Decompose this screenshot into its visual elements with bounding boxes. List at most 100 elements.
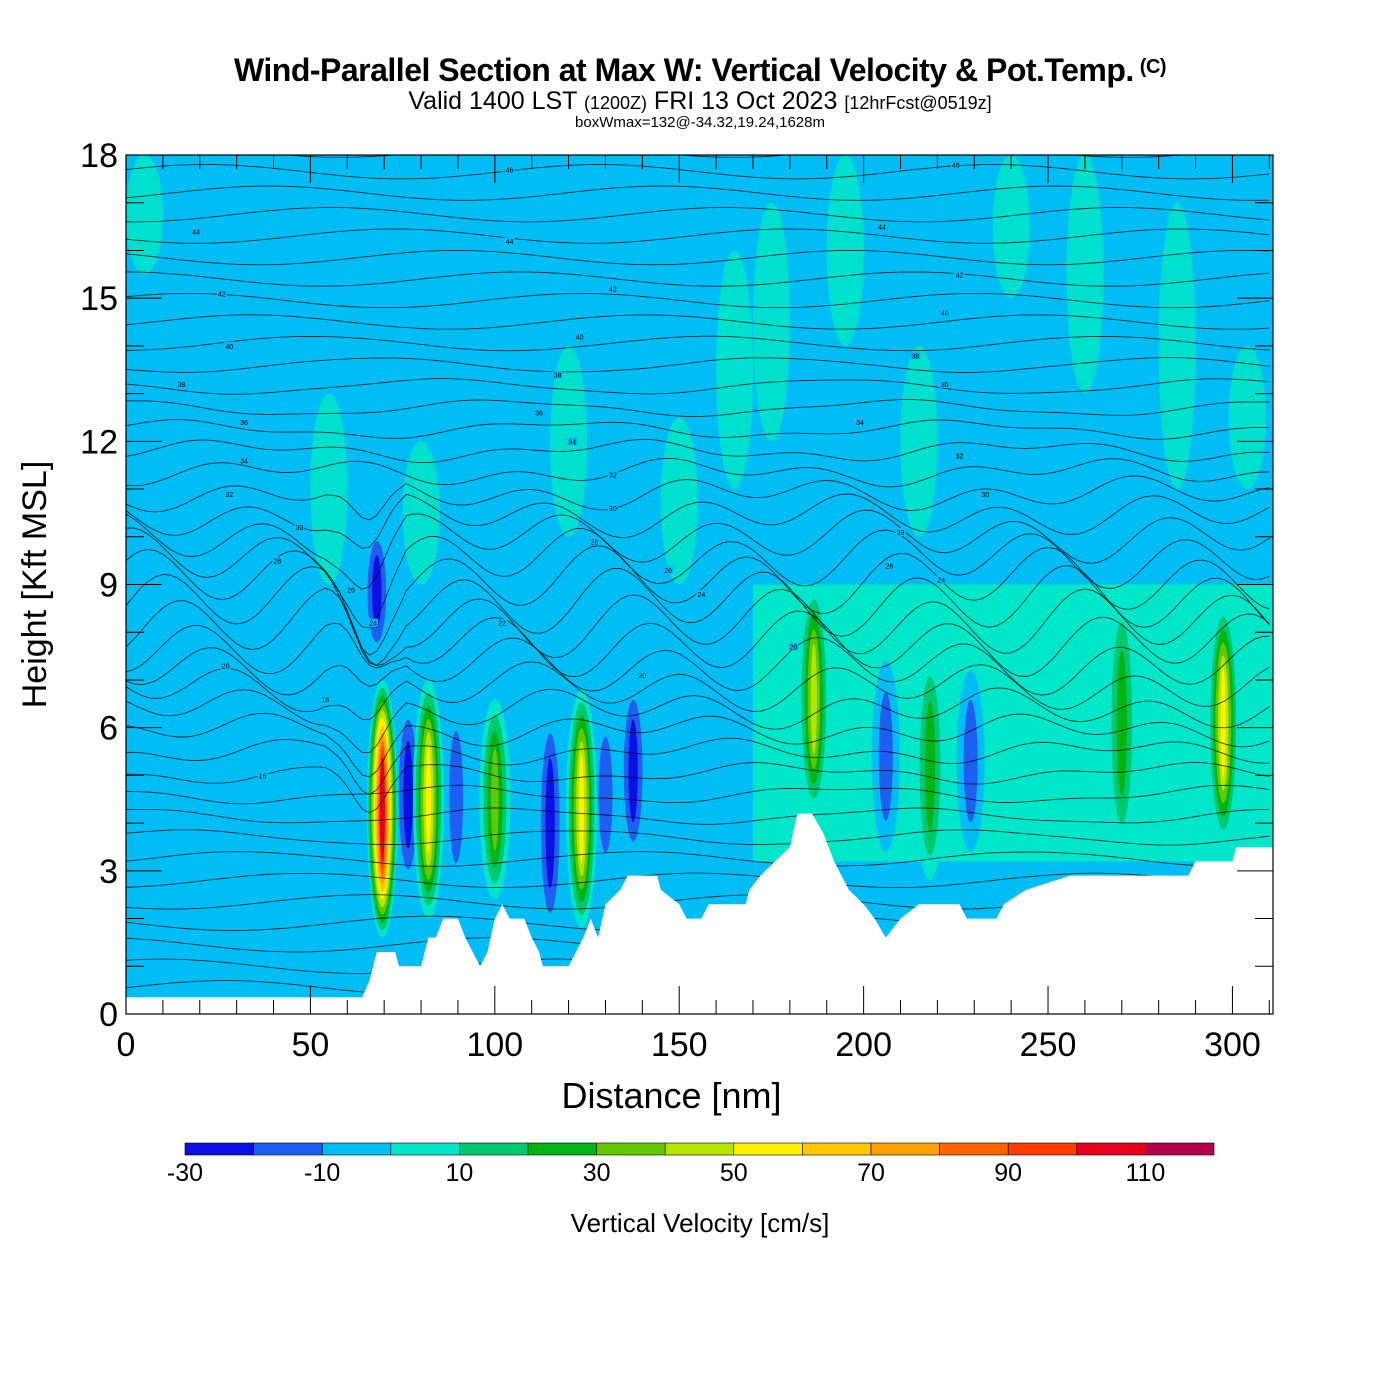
weak-updraft-streak xyxy=(660,417,698,585)
box-wmax-info: boxWmax=132@-34.32,19.24,1628m xyxy=(575,114,825,131)
valid-time: Valid 1400 LST xyxy=(408,87,577,115)
y-axis-label: Height [Kft MSL] xyxy=(16,461,54,709)
isentrope-line xyxy=(126,475,1270,521)
isentrope-line xyxy=(126,493,1270,549)
isentrope-label: 34 xyxy=(568,439,576,446)
isentrope-label-bg xyxy=(980,489,991,498)
weak-updraft-streak xyxy=(1158,202,1196,490)
x-tick-label: 200 xyxy=(835,1026,892,1064)
downdraft-cell xyxy=(878,691,893,821)
isentrope-label-bg xyxy=(294,523,305,532)
isentrope-label-bg xyxy=(939,308,950,317)
isentrope-label: 24 xyxy=(369,621,377,628)
y-tick-label: 3 xyxy=(99,853,118,891)
downdraft-cell xyxy=(598,736,613,853)
x-tick-label: 50 xyxy=(291,1026,329,1064)
colorbar: -30 -10 10 30 50 70 90 110 Vertical Velocity [cm… xyxy=(167,1142,1215,1238)
updraft-cell xyxy=(490,747,499,851)
isentrope-label-bg xyxy=(552,370,563,379)
isentrope-label: 44 xyxy=(878,225,886,232)
isentrope-label: 24 xyxy=(697,592,705,599)
x-tick-label: 150 xyxy=(651,1026,708,1064)
isentrope-line xyxy=(126,457,1270,488)
isentrope-label-bg xyxy=(224,489,235,498)
isentrope-line xyxy=(126,292,1270,309)
y-tick-label: 18 xyxy=(80,137,118,175)
downdraft-cell xyxy=(545,758,555,889)
colorbar-swatch xyxy=(870,1142,940,1156)
title-text: Wind-Parallel Section at Max W: Vertical… xyxy=(233,52,1134,88)
isentrope-line xyxy=(126,851,1270,867)
isentrope-label-bg xyxy=(567,437,578,446)
colorbar-tick-label: 50 xyxy=(720,1159,748,1187)
isentrope-line xyxy=(126,335,1270,352)
isentrope-line xyxy=(126,399,1270,418)
isentrope-label-bg xyxy=(607,504,618,513)
isentrope-line xyxy=(126,687,1270,754)
isentrope-label: 46 xyxy=(952,163,960,170)
isentrope-label-bg xyxy=(191,227,202,236)
isentrope-label: 20 xyxy=(790,645,798,652)
isentrope-label: 28 xyxy=(590,540,598,547)
isentropes xyxy=(126,155,1270,996)
isentrope-line xyxy=(126,610,1270,678)
y-tick-label: 6 xyxy=(99,710,118,748)
colorbar-swatch xyxy=(664,1142,735,1156)
isentrope-label: 34 xyxy=(856,420,864,427)
weak-updraft-streak xyxy=(900,345,938,537)
isentrope-label: 36 xyxy=(240,420,248,427)
colorbar-swatch xyxy=(802,1142,872,1156)
weak-updraft-streak xyxy=(1066,155,1104,394)
isentrope-line xyxy=(126,527,1270,629)
eastern-weak-updraft-region xyxy=(752,584,1273,862)
isentrope-label: 30 xyxy=(609,506,617,513)
y-tick-label: 15 xyxy=(80,280,118,318)
y-tick-label: 0 xyxy=(99,996,118,1034)
isentrope-label-bg xyxy=(950,160,961,169)
isentrope-label: 34 xyxy=(240,458,248,465)
isentrope-label-bg xyxy=(954,451,965,460)
x-axis-label: Distance [nm] xyxy=(561,1075,781,1116)
isentrope-label-bg xyxy=(345,585,356,594)
isentrope-label-bg xyxy=(220,661,231,670)
isentrope-label: 38 xyxy=(554,373,562,380)
isentrope-label: 26 xyxy=(886,563,894,570)
isentrope-label: 40 xyxy=(225,344,233,351)
isentrope-label: 44 xyxy=(192,229,200,236)
updraft-cell xyxy=(1116,649,1127,796)
isentrope-label: 22 xyxy=(498,621,506,628)
isentrope-label: 32 xyxy=(956,454,964,461)
isentrope-label: 38 xyxy=(911,353,919,360)
x-tick-label: 0 xyxy=(117,1026,136,1064)
colorbar-swatch xyxy=(733,1142,803,1156)
weak-updraft-streak xyxy=(310,393,348,585)
isentrope-label: 30 xyxy=(295,525,303,532)
weak-updraft-streak xyxy=(992,155,1030,299)
colorbar-tick-label: 90 xyxy=(994,1159,1022,1187)
isentrope-label-bg xyxy=(589,537,600,546)
isentrope-line xyxy=(126,378,1270,395)
isentrope-label-bg xyxy=(877,222,888,231)
forecast-info: [12hrFcst@0519z] xyxy=(844,93,992,113)
downdraft-cell xyxy=(628,719,638,822)
terrain-mask xyxy=(126,813,1273,1014)
colorbar-swatch xyxy=(596,1142,666,1156)
isentrope-label-bg xyxy=(504,165,515,174)
updraft-cell xyxy=(810,644,817,755)
isentrope-label-bg xyxy=(534,408,545,417)
plot-area: 46 46 44 44 44 42 42 42 40 40 40 38 38 38 36 36 36 34 34 34… xyxy=(126,155,1273,1014)
downdraft-cell xyxy=(403,740,413,849)
utc-time: (1200Z) xyxy=(583,93,647,113)
colorbar-swatch xyxy=(939,1142,1009,1156)
valid-date: FRI 13 Oct 2023 xyxy=(653,87,838,115)
colorbar-swatch xyxy=(527,1142,597,1156)
isentrope-line xyxy=(126,164,1270,180)
isentrope-label: 30 xyxy=(981,492,989,499)
colorbar-tick-label: -10 xyxy=(304,1159,340,1187)
isentrope-line xyxy=(126,661,1270,721)
weak-updraft-streak xyxy=(716,250,753,490)
isentrope-line xyxy=(126,357,1270,373)
isentrope-label-bg xyxy=(884,561,895,570)
isentrope-label: 20 xyxy=(222,664,230,671)
isentrope-label: 36 xyxy=(941,382,949,389)
